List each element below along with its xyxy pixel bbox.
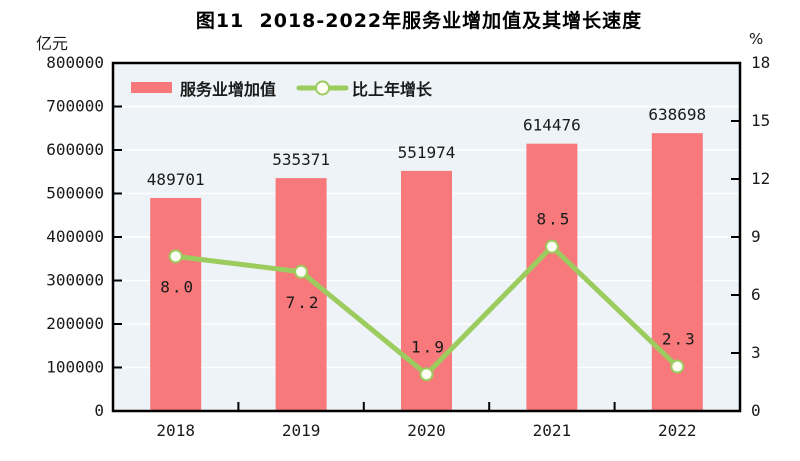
- left-axis-tick-label: 800000: [46, 53, 104, 72]
- left-axis-tick-label: 700000: [46, 97, 104, 116]
- left-axis-tick-label: 600000: [46, 140, 104, 159]
- x-axis-category-label: 2022: [658, 421, 697, 440]
- right-axis-tick-label: 15: [751, 111, 770, 130]
- bar-value-label: 551974: [398, 143, 456, 162]
- growth-value-label: 1.9: [411, 337, 446, 356]
- right-axis-unit-label: %: [749, 30, 764, 48]
- left-axis-tick-label: 400000: [46, 227, 104, 246]
- x-axis-category-label: 2018: [156, 421, 195, 440]
- right-axis-tick-label: 18: [751, 53, 770, 72]
- growth-value-label: 2.3: [662, 330, 697, 349]
- x-axis-category-label: 2021: [533, 421, 572, 440]
- legend-line-marker: [315, 80, 330, 96]
- bar-value-label: 489701: [147, 170, 205, 189]
- legend-label-line: 比上年增长: [352, 80, 433, 99]
- chart-title: 图11 2018-2022年服务业增加值及其增长速度: [195, 10, 643, 32]
- growth-value-label: 7.2: [286, 293, 321, 312]
- bar-2018: [150, 197, 202, 411]
- left-axis-tick-label: 100000: [46, 358, 104, 377]
- legend: 服务业增加值 比上年增长: [131, 80, 433, 99]
- left-axis-unit-label: 亿元: [36, 34, 69, 53]
- growth-point-2018: [168, 249, 183, 264]
- bar-value-label: 535371: [272, 150, 330, 169]
- growth-point-2019: [294, 264, 309, 279]
- left-axis-tick-label: 500000: [46, 184, 104, 203]
- growth-value-label: 8.0: [160, 277, 195, 296]
- bar-2021: [526, 143, 578, 411]
- legend-label-bar: 服务业增加值: [180, 80, 276, 99]
- growth-point-2021: [544, 239, 559, 254]
- right-axis-tick-label: 3: [751, 343, 761, 362]
- right-axis-tick-label: 6: [751, 285, 761, 304]
- left-axis-tick-label: 300000: [46, 271, 104, 290]
- bar-2019: [275, 178, 327, 411]
- right-axis-tick-label: 12: [751, 169, 770, 188]
- bar-value-label: 614476: [523, 116, 581, 135]
- bar-value-label: 638698: [648, 105, 706, 124]
- growth-point-2020: [419, 367, 434, 382]
- x-axis-category-label: 2020: [407, 421, 446, 440]
- left-axis-tick-label: 200000: [46, 314, 104, 333]
- growth-value-label: 8.5: [536, 210, 571, 229]
- right-axis-tick-label: 0: [751, 401, 761, 420]
- right-axis-tick-label: 9: [751, 227, 761, 246]
- growth-point-2022: [670, 359, 685, 374]
- plot-border: [111, 61, 742, 413]
- left-axis-tick-label: 0: [94, 401, 104, 420]
- legend-bar-swatch: [131, 82, 172, 93]
- x-axis-category-label: 2019: [282, 421, 321, 440]
